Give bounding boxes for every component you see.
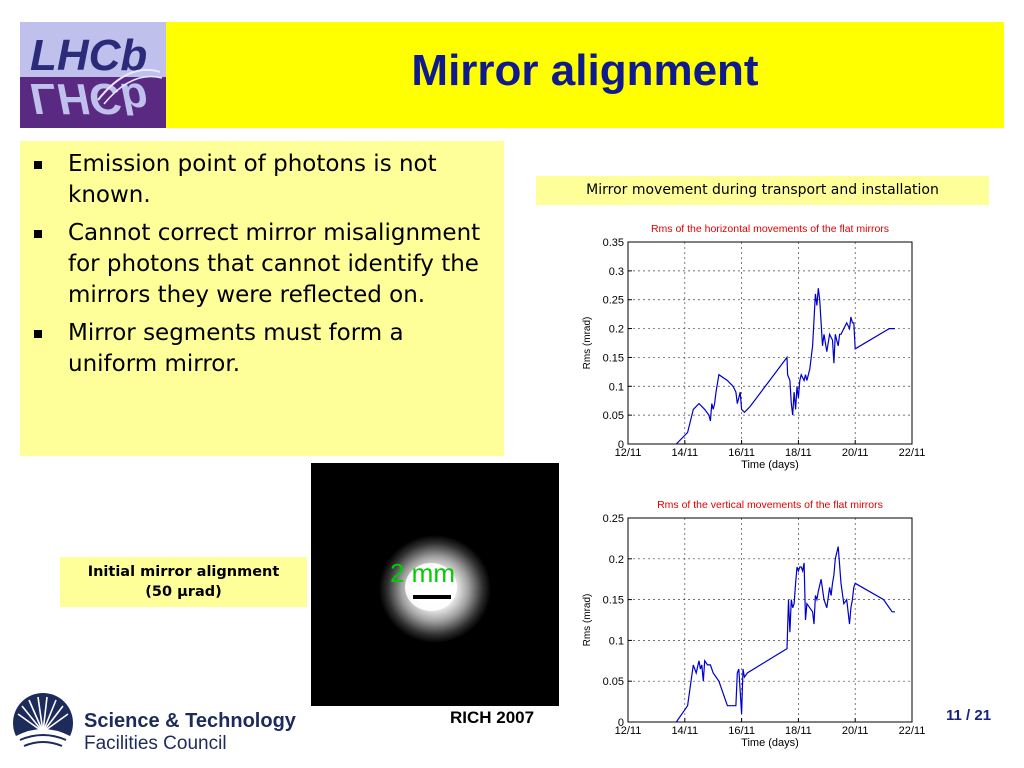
vertical-x-tick-label: 22/11 (899, 725, 926, 737)
vertical-rms-chart: Rms of the vertical movements of the fla… (572, 494, 934, 752)
horizontal-y-tick-label: 0.05 (603, 410, 624, 422)
alignment-caption-line2: (50 μrad) (145, 584, 222, 600)
horizontal-y-tick-label: 0 (618, 439, 624, 451)
vertical-y-tick-label: 0 (618, 717, 624, 729)
alignment-caption: Initial mirror alignment (50 μrad) (60, 557, 307, 607)
horizontal-y-tick-label: 0.15 (603, 352, 624, 364)
org-name-line2: Facilities Council (84, 733, 227, 754)
logo-text: LHCb (30, 31, 147, 80)
horizontal-plot-frame (627, 241, 913, 445)
horizontal-x-tick-label: 14/11 (671, 447, 698, 459)
horizontal-y-tick-label: 0.1 (609, 381, 624, 393)
vertical-y-axis-label: Rms (mrad) (582, 594, 593, 647)
vertical-y-tick-label: 0.25 (603, 513, 624, 525)
vertical-y-tick-label: 0.15 (603, 595, 624, 607)
horizontal-x-tick-label: 18/11 (785, 447, 812, 459)
bullet-item: Mirror segments must form a uniform mirr… (34, 318, 492, 380)
bullet-item: Emission point of photons is not known. (34, 149, 492, 211)
vertical-x-axis-label: Time (days) (741, 737, 799, 749)
mirror-spot-image: 2 mm (311, 463, 559, 706)
bullet-box: Emission point of photons is not known. … (20, 141, 504, 456)
vertical-plot-frame (627, 517, 913, 723)
vertical-y-tick-label: 0.2 (609, 554, 624, 566)
horizontal-rms-chart: Rms of the horizontal movements of the f… (572, 218, 934, 474)
scale-label: 2 mm (390, 558, 455, 588)
square-bullet-icon (34, 330, 42, 338)
bullet-list: Emission point of photons is not known. … (34, 149, 492, 380)
vertical-x-tick-label: 16/11 (728, 725, 755, 737)
horizontal-y-tick-label: 0.25 (603, 295, 624, 307)
horizontal-y-tick-label: 0.3 (609, 266, 624, 278)
footer-page-number: 11 / 21 (946, 707, 992, 724)
vertical-series-line (675, 546, 895, 723)
horizontal-x-tick-label: 20/11 (842, 447, 869, 459)
slide-title: Mirror alignment (411, 46, 759, 95)
square-bullet-icon (34, 161, 42, 169)
horizontal-y-tick-label: 0.35 (603, 237, 624, 249)
bullet-item: Cannot correct mirror misalignment for p… (34, 218, 492, 311)
stfc-logo-icon (12, 692, 74, 754)
vertical-x-tick-label: 14/11 (671, 725, 698, 737)
horizontal-chart-title: Rms of the horizontal movements of the f… (651, 223, 889, 235)
horizontal-rms-svg: Rms of the horizontal movements of the f… (582, 223, 926, 471)
horizontal-x-tick-label: 22/11 (899, 447, 926, 459)
vertical-x-tick-label: 20/11 (842, 725, 869, 737)
title-bar (166, 22, 1004, 128)
horizontal-y-tick-label: 0.2 (609, 324, 624, 336)
horizontal-x-tick-label: 12/11 (615, 447, 642, 459)
horizontal-x-axis-label: Time (days) (741, 459, 799, 471)
horizontal-series-line (675, 288, 895, 445)
plots-caption: Mirror movement during transport and ins… (536, 176, 989, 205)
footer-conference: RICH 2007 (450, 708, 535, 727)
vertical-chart-title: Rms of the vertical movements of the fla… (657, 499, 883, 511)
vertical-x-tick-label: 18/11 (785, 725, 812, 737)
vertical-y-tick-label: 0.1 (609, 635, 624, 647)
vertical-y-tick-label: 0.05 (603, 676, 624, 688)
alignment-caption-line1: Initial mirror alignment (87, 564, 280, 580)
vertical-rms-svg: Rms of the vertical movements of the fla… (582, 499, 926, 749)
vertical-x-tick-label: 12/11 (615, 725, 642, 737)
horizontal-x-tick-label: 16/11 (728, 447, 755, 459)
org-name-line1: Science & Technology (84, 710, 296, 732)
lhcb-logo: LHCb LHCb (20, 22, 166, 128)
square-bullet-icon (34, 230, 42, 238)
horizontal-y-axis-label: Rms (mrad) (582, 317, 593, 370)
